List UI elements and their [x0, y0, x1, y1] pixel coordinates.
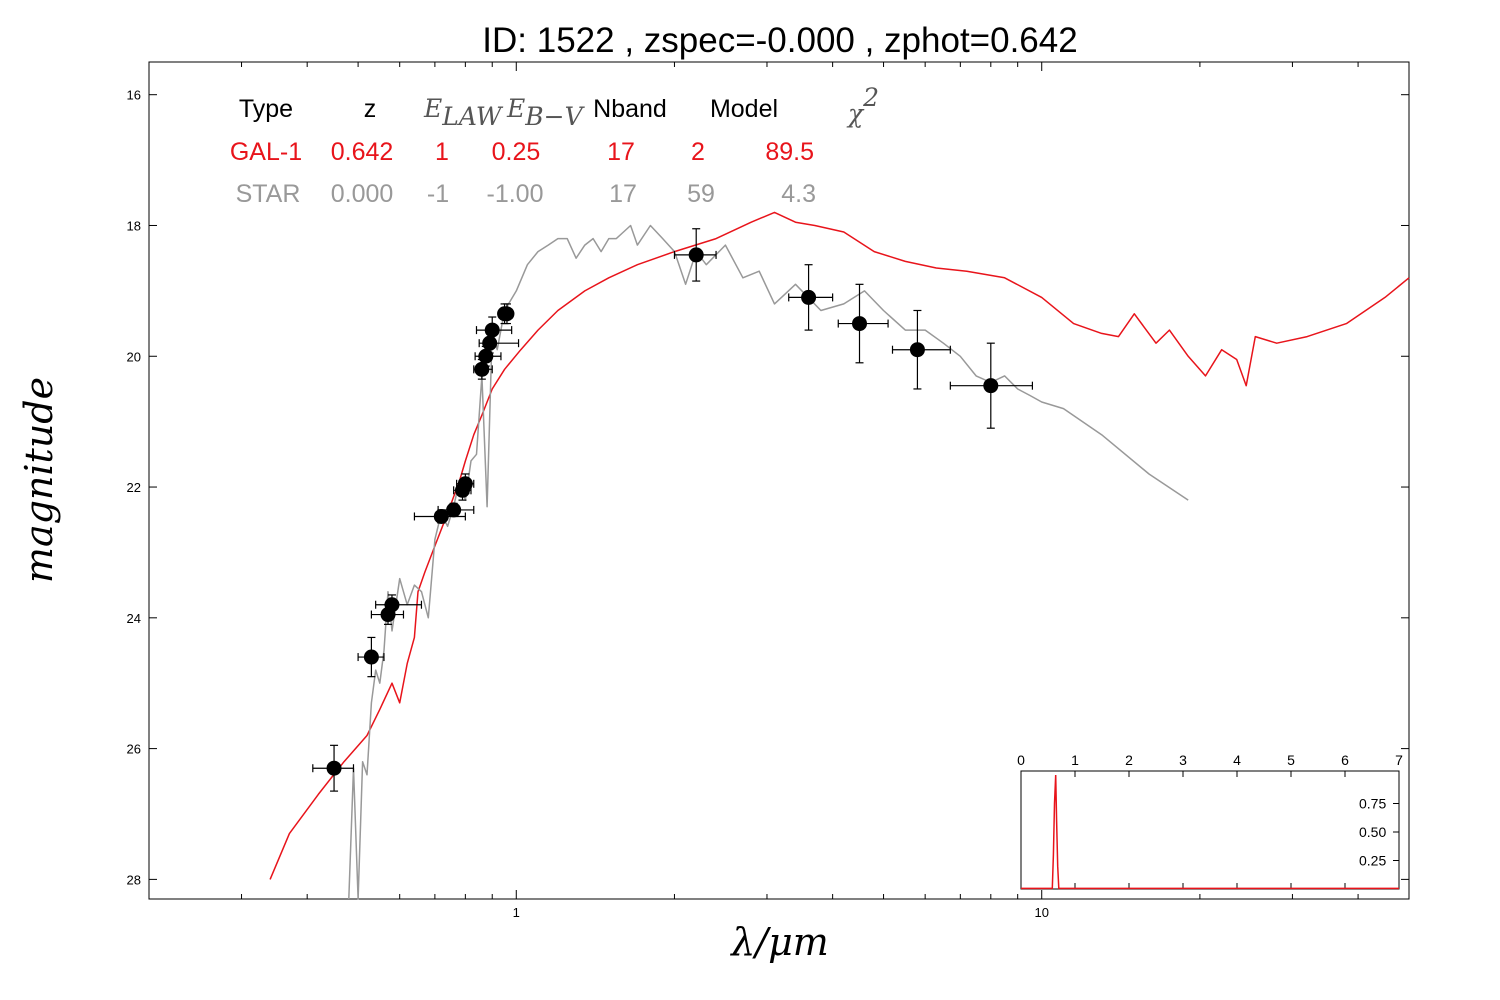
table-row-star-elaw: -1: [427, 180, 449, 208]
observed-point: [891, 309, 951, 390]
observed-point: [475, 316, 513, 344]
fit-table: Type z ELAW EB−V Nband Model χ2 GAL-1 0.…: [230, 83, 879, 208]
inset-x-tick-label: 0: [1017, 752, 1025, 768]
observed-point: [788, 264, 834, 331]
table-row-gal-type: GAL-1: [230, 138, 302, 166]
inset-x-tick-label: 4: [1233, 752, 1241, 768]
table-row-star-nband: 17: [609, 180, 637, 208]
table-row-gal-ebv: 0.25: [492, 138, 541, 166]
point-marker: [852, 316, 868, 332]
point-marker: [326, 760, 342, 776]
y-axis-label: magnitude: [17, 377, 61, 583]
table-header-z: z: [364, 95, 377, 123]
observed-point: [437, 502, 475, 518]
inset-series: [1021, 774, 1399, 890]
table-row-star-chi2: 4.3: [781, 180, 816, 208]
y-tick-label: 20: [127, 349, 141, 364]
inset-pdz-plot: 0 1 2 3 4 5 6 7 0.25 0.50 0.75: [1017, 752, 1403, 890]
point-marker: [484, 322, 500, 338]
galaxy-template-line: [269, 211, 1410, 880]
table-row-star-z: 0.000: [331, 180, 394, 208]
inset-y-tick-label: 0.50: [1359, 824, 1386, 840]
observed-point: [312, 744, 355, 792]
y-tick-label: 18: [127, 218, 141, 233]
inset-y-ticks: 0.25 0.50 0.75: [1359, 796, 1399, 869]
table-row-gal-model: 2: [691, 138, 705, 166]
observed-point: [949, 342, 1034, 429]
observed-point: [837, 283, 889, 364]
point-marker: [474, 361, 490, 377]
inset-x-tick-label: 5: [1287, 752, 1295, 768]
inset-x-ticks: 0 1 2 3 4 5 6 7: [1017, 752, 1403, 889]
table-header-elaw-main: E: [423, 94, 442, 123]
x-axis-label: λ/μm: [729, 920, 829, 964]
pdz-line: [1021, 774, 1399, 890]
table-header-chi2: χ2: [846, 83, 879, 128]
inset-x-tick-label: 6: [1341, 752, 1349, 768]
table-header-ebv-sub: B−V: [524, 102, 585, 131]
table-header-elaw-sub: LAW: [441, 102, 504, 131]
y-tick-label: 26: [127, 742, 141, 757]
inset-x-tick-label: 2: [1125, 752, 1133, 768]
table-header-nband: Nband: [593, 95, 667, 123]
inset-x-tick-label: 7: [1395, 752, 1403, 768]
table-header-model: Model: [710, 95, 778, 123]
observed-point: [375, 594, 423, 616]
table-header-chi2-sup: 2: [862, 83, 879, 112]
y-tick-label: 24: [127, 611, 141, 626]
table-header-elaw: ELAW: [423, 94, 504, 131]
table-header-chi2-main: χ: [846, 99, 865, 128]
observed-point: [357, 636, 385, 678]
table-row-gal-z: 0.642: [331, 138, 394, 166]
table-row-star-type: STAR: [236, 180, 301, 208]
table-row-gal-chi2: 89.5: [765, 138, 814, 166]
inset-y-tick-label: 0.25: [1359, 853, 1386, 869]
observed-point: [499, 303, 515, 325]
table-row-star-ebv: -1.00: [487, 180, 544, 208]
point-marker: [983, 378, 999, 394]
table-row-gal-nband: 17: [607, 138, 635, 166]
table-row-gal-elaw: 1: [435, 138, 449, 166]
x-tick-label: 1: [513, 905, 520, 920]
observed-point: [456, 473, 475, 495]
observed-points: [312, 228, 1034, 792]
table-header-type: Type: [239, 95, 293, 123]
table-header-ebv-main: E: [506, 94, 525, 123]
point-marker: [499, 306, 515, 322]
point-marker: [384, 597, 400, 613]
point-marker: [446, 502, 462, 518]
y-tick-label: 16: [127, 88, 141, 103]
inset-x-tick-label: 3: [1179, 752, 1187, 768]
point-marker: [909, 342, 925, 358]
point-marker: [363, 649, 379, 665]
point-marker: [457, 476, 473, 492]
y-tick-label: 22: [127, 480, 141, 495]
main-plot-frame: [148, 61, 1410, 900]
inset-frame: [1020, 770, 1400, 890]
observed-point: [673, 228, 717, 282]
table-header-ebv: EB−V: [506, 94, 586, 131]
inset-x-tick-label: 1: [1071, 752, 1079, 768]
chart-title: ID: 1522 , zspec=-0.000 , zphot=0.642: [482, 21, 1077, 60]
y-tick-label: 28: [127, 872, 141, 887]
inset-y-tick-label: 0.75: [1359, 796, 1386, 812]
point-marker: [688, 247, 704, 263]
table-row-star-model: 59: [687, 180, 715, 208]
main-x-ticks: 1 10: [148, 62, 1410, 920]
x-tick-label: 10: [1034, 905, 1048, 920]
point-marker: [801, 289, 817, 305]
point-marker: [478, 348, 494, 364]
